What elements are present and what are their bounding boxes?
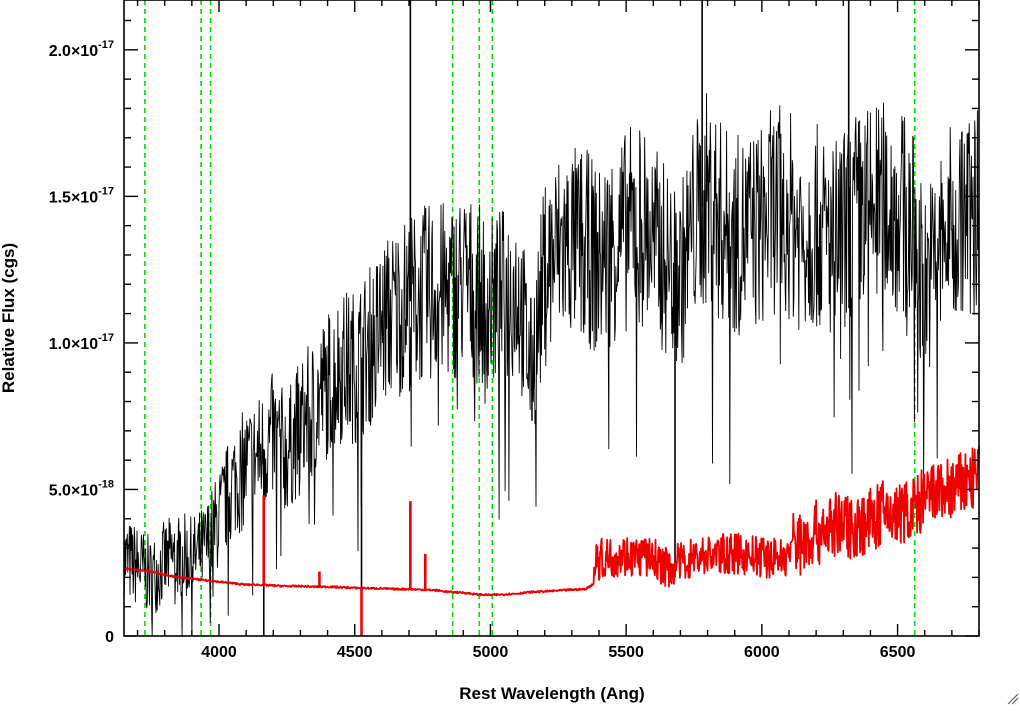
y-tick-label: 1.5×10-17	[49, 185, 114, 206]
series-error-line	[124, 445, 980, 597]
plot-frame	[123, 0, 980, 637]
x-tick-label: 6000	[744, 644, 780, 661]
x-tick-label: 5500	[608, 644, 644, 661]
y-tick-label: 2.0×10-17	[49, 39, 114, 60]
y-tick-label: 0	[105, 629, 114, 646]
series-layer	[124, 0, 980, 636]
series-spectrum-line	[124, 93, 980, 636]
x-tick-label: 4500	[337, 644, 373, 661]
resize-grip-icon[interactable]	[1007, 693, 1019, 705]
axes: 4000 4500 5000 5500 6000 6500 0 5.0×10-18 1.0×10…	[49, 0, 980, 661]
x-tick-label: 4000	[201, 644, 237, 661]
x-tick-label: 6500	[880, 644, 916, 661]
x-tick-label: 5000	[473, 644, 509, 661]
x-axis-title: Rest Wavelength (Ang)	[459, 684, 644, 703]
y-tick-label: 1.0×10-17	[49, 332, 114, 353]
y-axis-title: Relative Flux (cgs)	[0, 243, 18, 393]
y-tick-label: 5.0×10-18	[49, 478, 114, 499]
